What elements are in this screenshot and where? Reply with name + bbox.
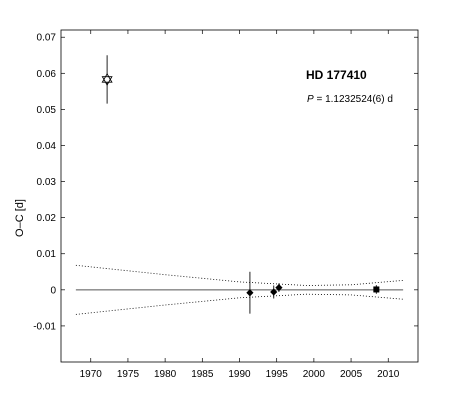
x-tick-label: 2010 xyxy=(377,369,400,380)
y-tick-label: 0 xyxy=(50,285,56,296)
plot-layer: 1970 1975 1980 1985 1990 1995 2000 2005 2010 -0.0… xyxy=(33,29,419,380)
period-annotation: P = 1.1232524(6) d xyxy=(307,94,393,105)
x-tick-label: 2005 xyxy=(340,369,363,380)
y-tick-label: 0.02 xyxy=(37,213,57,224)
period-value: = 1.1232524(6) d xyxy=(314,94,393,105)
y-tick-label: 0.04 xyxy=(37,141,57,152)
x-tick-label: 1975 xyxy=(117,369,140,380)
y-tick-label: 0.07 xyxy=(37,33,57,44)
data-point-square xyxy=(373,286,380,293)
y-tick-label: 0.06 xyxy=(37,69,57,80)
y-tick-label: 0.05 xyxy=(37,105,57,116)
x-tick-label: 1990 xyxy=(228,369,251,380)
data-point-star-overlay xyxy=(101,76,113,86)
y-tick-label: 0.03 xyxy=(37,177,57,188)
confidence-band-lower xyxy=(75,293,404,315)
data-point-diamond xyxy=(246,289,254,297)
x-tick-label: 2000 xyxy=(303,369,326,380)
star-name-annotation: HD 177410 xyxy=(306,68,367,82)
confidence-band-upper xyxy=(75,264,404,286)
y-axis-label: O–C [d] xyxy=(14,199,26,237)
x-tick-label: 1970 xyxy=(80,369,103,380)
y-tick-label: -0.01 xyxy=(33,321,56,332)
period-symbol: P xyxy=(307,94,314,105)
x-tick-label: 1995 xyxy=(266,369,289,380)
data-point-diamond xyxy=(275,284,283,292)
data-point-diamond xyxy=(270,288,278,296)
y-tick-label: 0.01 xyxy=(37,249,57,260)
x-tick-label: 1985 xyxy=(191,369,214,380)
data-point-star xyxy=(101,73,113,83)
x-tick-label: 1980 xyxy=(154,369,177,380)
